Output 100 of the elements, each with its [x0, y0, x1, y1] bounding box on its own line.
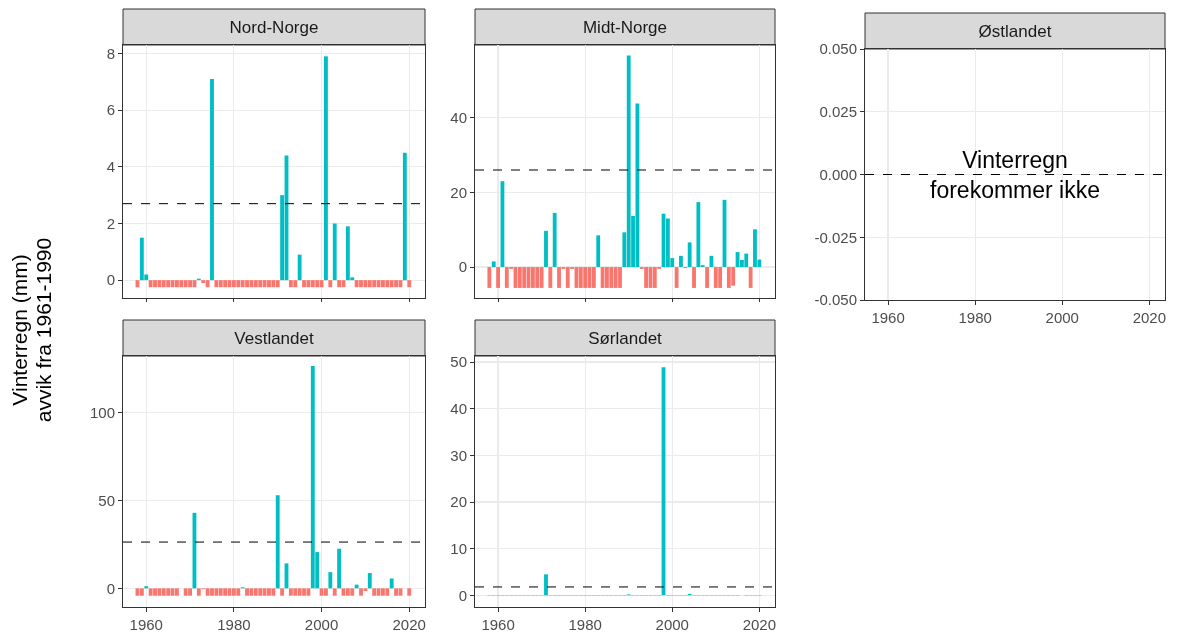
x-tick-label: 1980: [568, 616, 602, 633]
bar: [223, 280, 228, 288]
bar: [161, 588, 166, 596]
bar: [385, 588, 390, 596]
y-tick-label: 20: [450, 493, 467, 511]
bar: [609, 267, 614, 288]
bar: [288, 588, 293, 596]
chart-title: Nord-Norge: [229, 17, 319, 37]
bar: [557, 267, 561, 288]
bar: [302, 588, 306, 596]
bar: [544, 574, 548, 596]
bar: [367, 280, 372, 288]
bar: [236, 588, 241, 596]
bar: [496, 267, 500, 288]
bar: [372, 280, 377, 288]
bar: [380, 588, 385, 596]
bar: [293, 280, 298, 288]
bar: [407, 588, 412, 596]
bar: [407, 280, 412, 288]
y-tick-label: 0: [106, 579, 115, 597]
bar: [139, 237, 144, 281]
bar: [748, 267, 753, 288]
bar: [271, 280, 276, 288]
bar: [491, 261, 496, 268]
x-tick-label: 2020: [1132, 309, 1167, 326]
x-tick-label: 1960: [481, 616, 515, 633]
y-tick-label: 10: [450, 539, 467, 557]
bar: [240, 280, 245, 288]
bar: [578, 267, 583, 288]
bar: [210, 79, 214, 281]
bar: [188, 588, 192, 596]
bar: [692, 267, 696, 288]
bar: [297, 254, 302, 281]
bar: [665, 218, 670, 268]
bar: [280, 588, 285, 596]
bar: [389, 280, 394, 288]
bar: [674, 267, 679, 288]
bar: [345, 588, 350, 596]
bar: [583, 267, 588, 288]
y-tick-label: 100: [89, 403, 115, 421]
x-tick-label: 1980: [958, 309, 992, 326]
bar: [332, 588, 337, 596]
bar: [565, 267, 570, 288]
bar: [517, 267, 522, 288]
y-tick-label: 4: [106, 158, 115, 176]
bar: [530, 267, 535, 288]
bar: [271, 588, 276, 596]
bar: [389, 578, 394, 589]
bar: [324, 588, 328, 596]
x-tick-label: 2000: [1045, 309, 1079, 326]
bar: [174, 280, 179, 288]
bar: [359, 280, 363, 288]
bar: [613, 267, 618, 288]
bar: [288, 280, 293, 288]
bar: [157, 588, 162, 596]
y-tick-label: 40: [450, 399, 467, 417]
bar: [618, 267, 622, 288]
y-tick-label: -0.025: [814, 228, 857, 246]
bar: [139, 588, 144, 596]
x-tick-label: 1960: [129, 616, 163, 633]
bar: [148, 280, 153, 288]
bar: [245, 280, 249, 288]
bar: [372, 588, 377, 596]
bar: [718, 267, 723, 288]
bar: [302, 280, 306, 288]
bar: [188, 280, 192, 288]
bar: [144, 586, 149, 589]
x-tick-label: 2000: [655, 616, 689, 633]
bar: [258, 588, 263, 596]
bar: [183, 588, 188, 596]
y-tick-label: 0: [458, 258, 467, 276]
bar: [350, 588, 355, 596]
bar: [605, 267, 609, 288]
bar: [210, 588, 214, 596]
bar: [539, 267, 544, 288]
chart-title: Midt-Norge: [582, 17, 668, 37]
bar: [626, 55, 631, 268]
bar: [744, 253, 749, 268]
bar: [218, 588, 223, 596]
bar: [394, 588, 398, 596]
bar: [337, 548, 342, 589]
chart-title: Østlandet: [978, 21, 1052, 41]
y-tick-label: 50: [98, 491, 115, 509]
bar: [293, 588, 298, 596]
bar: [535, 267, 540, 288]
bar: [275, 280, 280, 288]
bar: [267, 588, 271, 596]
y-tick-label: 20: [450, 183, 467, 201]
bar: [179, 280, 184, 288]
bar: [201, 280, 206, 283]
bar: [253, 280, 258, 288]
bar: [275, 495, 280, 589]
bar: [205, 280, 210, 288]
bar: [544, 230, 548, 268]
bar: [332, 223, 337, 281]
bar: [345, 226, 350, 281]
bar: [402, 152, 407, 281]
bar: [267, 280, 271, 288]
bar: [196, 588, 201, 596]
bar: [231, 588, 236, 596]
